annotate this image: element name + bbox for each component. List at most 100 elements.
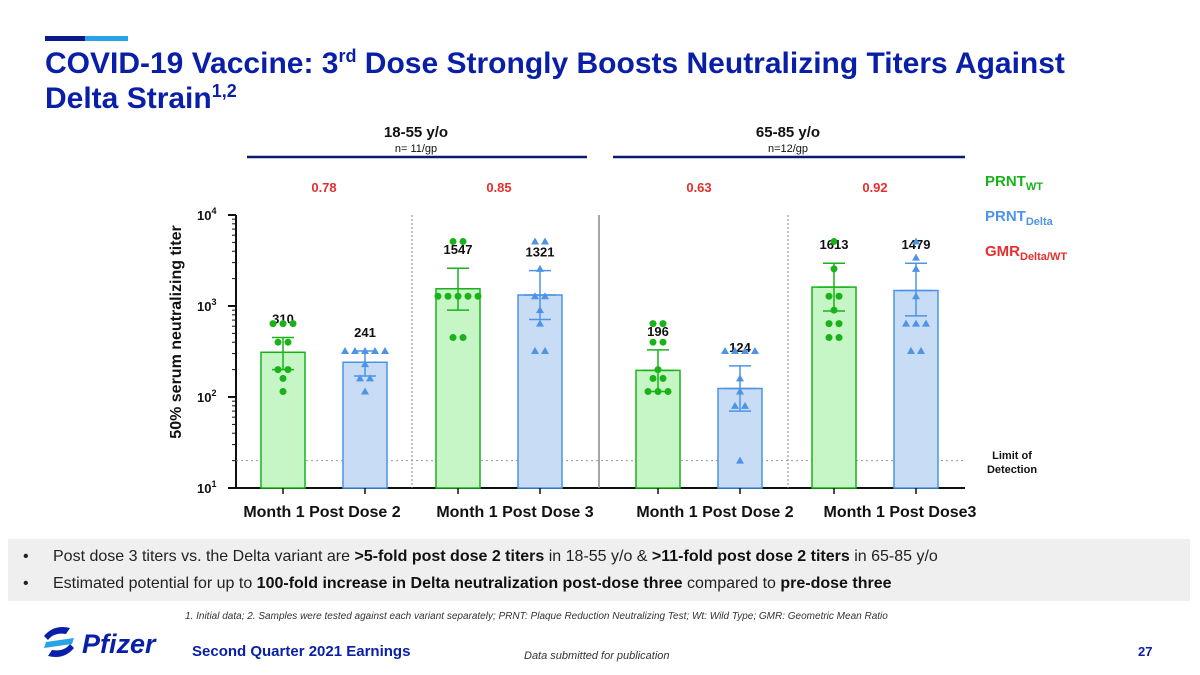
data-point-wt	[279, 387, 287, 395]
data-point-delta	[751, 347, 759, 355]
data-point-wt	[459, 334, 467, 342]
data-point-wt	[830, 306, 838, 314]
data-point-wt	[835, 334, 843, 342]
data-point-delta	[912, 292, 920, 300]
bar-value-label: 1479	[902, 237, 931, 252]
data-point-delta	[541, 237, 549, 245]
data-point-delta	[731, 347, 739, 355]
data-point-delta	[361, 387, 369, 395]
neutralizing-titer-chart: 101 102 103 104 50% serum neutralizing titer…	[168, 124, 1067, 521]
data-point-delta	[741, 401, 749, 409]
footer-earnings-label: Second Quarter 2021 Earnings	[192, 643, 411, 660]
data-point-wt	[825, 292, 833, 300]
data-point-delta	[902, 319, 910, 327]
gmr-value-label: 0.63	[686, 180, 711, 195]
y-tick-label: 101	[197, 479, 216, 496]
data-point-wt	[459, 237, 467, 245]
data-point-delta	[361, 360, 369, 368]
data-point-delta	[912, 319, 920, 327]
gmr-value-label: 0.78	[311, 180, 336, 195]
data-point-wt	[825, 320, 833, 328]
data-point-delta	[531, 237, 539, 245]
bullet-item: • Post dose 3 titers vs. the Delta varian…	[23, 548, 938, 565]
legend-entry: PRNTWT	[985, 173, 1043, 193]
x-category-label: Month 1 Post Dose 2	[636, 504, 793, 521]
page-number: 27	[1138, 644, 1153, 659]
data-point-delta	[736, 456, 744, 464]
data-point-wt	[649, 374, 657, 382]
data-point-wt	[659, 338, 667, 346]
data-point-wt	[659, 374, 667, 382]
y-tick-label: 103	[197, 297, 216, 314]
bar-value-label: 310	[272, 312, 294, 327]
bar-value-label: 241	[354, 325, 376, 340]
data-point-wt	[825, 334, 833, 342]
data-point-wt	[269, 320, 277, 328]
pfizer-logo-text: Pfizer	[82, 629, 156, 659]
bar-prnt-delta	[342, 361, 388, 489]
data-point-wt	[279, 374, 287, 382]
data-point-delta	[736, 387, 744, 395]
footnote: 1. Initial data; 2. Samples were tested …	[185, 611, 888, 622]
bar-value-label: 1321	[526, 245, 555, 260]
data-point-delta	[922, 319, 930, 327]
slide-title: COVID-19 Vaccine: 3rd Dose Strongly Boos…	[45, 46, 1065, 115]
data-point-delta	[341, 347, 349, 355]
title-accent-bar-light	[85, 36, 128, 41]
limit-of-detection-label: Limit of	[992, 450, 1032, 462]
data-point-wt	[659, 320, 667, 328]
data-point-delta	[356, 374, 364, 382]
age-group-label: 18-55 y/o	[384, 124, 448, 141]
y-tick-label: 104	[197, 206, 216, 223]
legend-entry: GMRDelta/WT	[985, 243, 1067, 263]
data-point-delta	[536, 264, 544, 272]
data-point-delta	[541, 292, 549, 300]
bullet-box: • Post dose 3 titers vs. the Delta varian…	[8, 539, 1190, 601]
data-point-delta	[912, 264, 920, 272]
title-accent-bar-dark	[45, 36, 85, 41]
pfizer-logo-icon	[44, 627, 74, 657]
data-point-delta	[361, 347, 369, 355]
data-point-delta	[531, 347, 539, 355]
data-point-wt	[664, 387, 672, 395]
data-point-delta	[541, 347, 549, 355]
bullet-item: • Estimated potential for up to 100-fold …	[23, 575, 892, 592]
data-point-wt	[289, 320, 297, 328]
data-point-delta	[917, 347, 925, 355]
data-point-wt	[434, 292, 442, 300]
y-tick-label: 102	[197, 388, 216, 405]
data-point-wt	[274, 338, 282, 346]
data-point-delta	[741, 347, 749, 355]
y-axis-label: 50% serum neutralizing titer	[168, 225, 185, 438]
bar-prnt-delta	[517, 294, 563, 489]
data-point-delta	[912, 237, 920, 245]
data-point-wt	[644, 387, 652, 395]
data-point-delta	[907, 347, 915, 355]
bar-prnt-wt	[811, 286, 857, 489]
data-point-delta	[912, 253, 920, 261]
data-point-wt	[449, 237, 457, 245]
data-point-delta	[721, 347, 729, 355]
footer-submitted-note: Data submitted for publication	[524, 650, 670, 662]
x-category-label: Month 1 Post Dose3	[824, 504, 977, 521]
data-point-delta	[731, 401, 739, 409]
data-point-wt	[444, 292, 452, 300]
data-point-delta	[531, 292, 539, 300]
data-point-wt	[830, 265, 838, 273]
data-point-wt	[649, 338, 657, 346]
data-point-wt	[449, 334, 457, 342]
data-point-delta	[371, 347, 379, 355]
data-point-wt	[454, 292, 462, 300]
bar-prnt-wt	[435, 288, 481, 489]
legend-entry: PRNTDelta	[985, 208, 1054, 228]
x-category-label: Month 1 Post Dose 2	[243, 504, 400, 521]
limit-of-detection-label: Detection	[987, 464, 1037, 476]
data-point-delta	[351, 347, 359, 355]
data-point-delta	[366, 374, 374, 382]
data-point-wt	[835, 320, 843, 328]
data-point-wt	[835, 292, 843, 300]
gmr-value-label: 0.85	[486, 180, 511, 195]
data-point-wt	[274, 366, 282, 374]
x-category-label: Month 1 Post Dose 3	[436, 504, 593, 521]
gmr-value-label: 0.92	[862, 180, 887, 195]
